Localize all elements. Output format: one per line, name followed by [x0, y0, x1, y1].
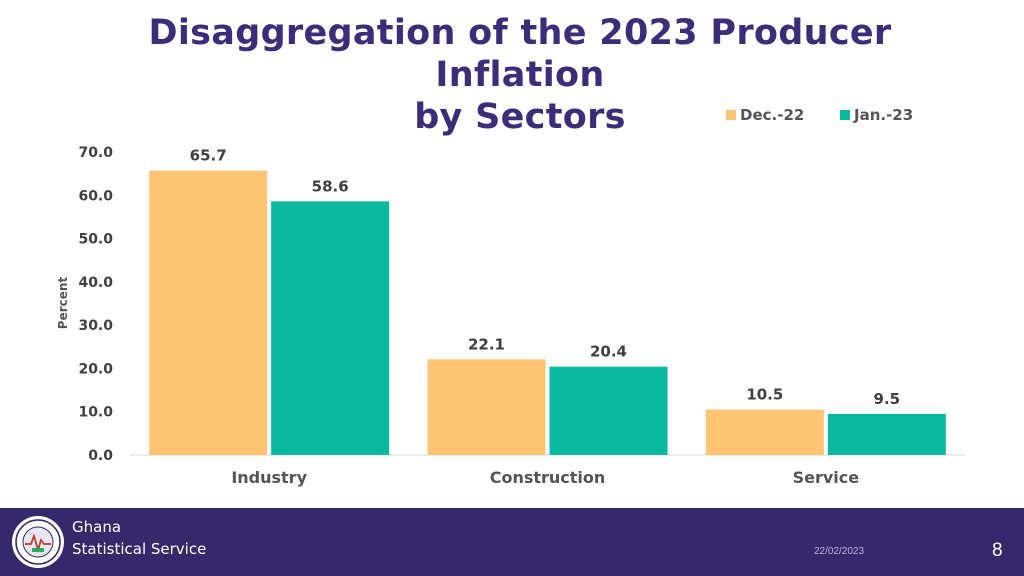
y-tick-label: 70.0: [78, 145, 113, 161]
y-tick-label: 20.0: [78, 361, 113, 377]
legend-label: Dec.-22: [740, 106, 804, 124]
y-tick-label: 40.0: [78, 275, 113, 291]
legend-swatch: [726, 110, 736, 120]
data-label: 58.6: [312, 177, 349, 195]
x-tick-label: Construction: [490, 468, 606, 487]
x-tick-label: Industry: [231, 468, 307, 487]
bar-jan-23-industry: [271, 201, 390, 455]
data-label: 10.5: [746, 386, 783, 404]
gss-logo-icon: [12, 516, 64, 568]
bars: 65.7 58.6 22.1 20.4 10.5 9.5: [149, 147, 946, 455]
organization-name: Ghana Statistical Service: [72, 516, 206, 560]
chart-title: Disaggregation of the 2023 Producer Infl…: [60, 12, 980, 138]
chart-title-line1: Disaggregation of the 2023 Producer Infl…: [148, 13, 892, 95]
bar-dec-22-construction: [427, 359, 546, 455]
y-tick-label: 30.0: [78, 318, 113, 334]
chart-title-line2: by Sectors: [414, 97, 626, 137]
y-axis-ticks: 0.0 10.0 20.0 30.0 40.0 50.0 60.0 70.0: [78, 145, 113, 464]
bar-chart: Percent Dec.-22 Jan.-23 0.0 10.0 20.0 30.0 40…: [56, 106, 965, 487]
organization-name-line2: Statistical Service: [72, 540, 207, 558]
data-label: 22.1: [468, 335, 505, 353]
x-tick-label: Service: [793, 468, 860, 487]
y-tick-label: 10.0: [78, 405, 113, 421]
footer-bar: Ghana Statistical Service 22/02/2023 8: [0, 508, 1024, 576]
bar-dec-22-industry: [149, 170, 268, 455]
slide-date: 22/02/2023: [814, 546, 865, 557]
gss-logo: [10, 514, 66, 570]
legend-label: Jan.-23: [853, 106, 913, 124]
bar-jan-23-service: [827, 413, 946, 455]
organization-name-line1: Ghana: [72, 518, 122, 536]
y-tick-label: 50.0: [78, 232, 113, 248]
x-axis-ticks: Industry Construction Service: [231, 468, 859, 487]
legend-swatch: [840, 110, 850, 120]
legend: Dec.-22 Jan.-23: [726, 106, 913, 124]
data-label: 9.5: [874, 390, 901, 408]
data-label: 65.7: [190, 147, 227, 165]
y-tick-label: 0.0: [88, 448, 113, 464]
y-tick-label: 60.0: [78, 188, 113, 204]
bar-jan-23-construction: [549, 366, 668, 455]
data-label: 20.4: [590, 343, 627, 361]
bar-dec-22-service: [705, 409, 824, 455]
y-axis-label: Percent: [56, 277, 70, 330]
page-number: 8: [992, 540, 1003, 561]
